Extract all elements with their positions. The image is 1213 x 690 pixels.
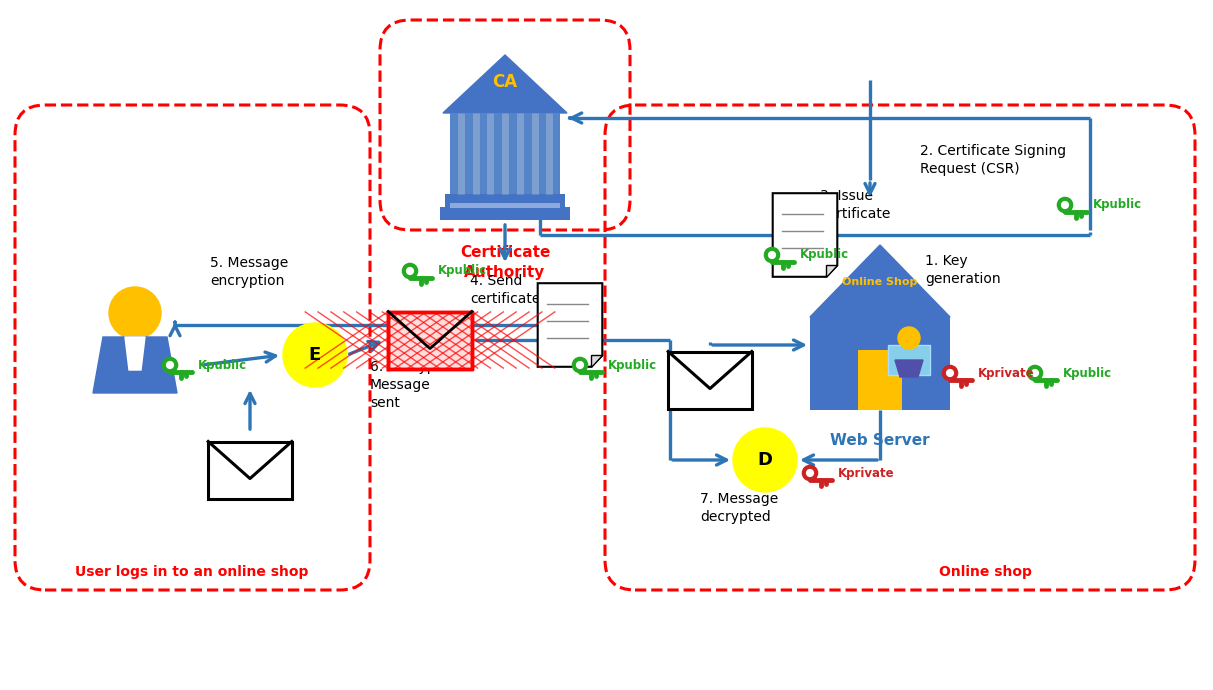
FancyBboxPatch shape <box>388 311 472 368</box>
Text: Online shop: Online shop <box>939 565 1031 579</box>
Text: 4. Send
certificate: 4. Send certificate <box>469 274 540 306</box>
Text: Certificate
Authority: Certificate Authority <box>460 245 551 280</box>
Text: Kpublic: Kpublic <box>1063 366 1112 380</box>
Circle shape <box>733 428 797 492</box>
Text: Kpublic: Kpublic <box>801 248 849 262</box>
Circle shape <box>946 370 953 377</box>
Text: Kpublic: Kpublic <box>608 359 657 371</box>
Text: Kprivate: Kprivate <box>978 366 1035 380</box>
Text: D: D <box>757 451 773 469</box>
Polygon shape <box>125 337 146 370</box>
Text: 7. Message
decrypted: 7. Message decrypted <box>700 492 779 524</box>
Polygon shape <box>810 245 950 317</box>
Text: 5. Message
encryption: 5. Message encryption <box>210 256 289 288</box>
Circle shape <box>1058 197 1072 213</box>
Circle shape <box>803 465 818 481</box>
Circle shape <box>163 357 177 373</box>
Circle shape <box>769 252 775 258</box>
FancyBboxPatch shape <box>888 345 930 375</box>
FancyBboxPatch shape <box>810 316 950 410</box>
Circle shape <box>403 264 417 279</box>
Circle shape <box>1031 370 1038 377</box>
FancyBboxPatch shape <box>450 203 560 208</box>
Circle shape <box>109 287 161 339</box>
Text: E: E <box>309 346 321 364</box>
Text: Web Server: Web Server <box>830 433 930 448</box>
Text: Kpublic: Kpublic <box>198 359 247 371</box>
Text: Kpublic: Kpublic <box>438 264 488 277</box>
Text: CA: CA <box>492 73 518 91</box>
Text: Kprivate: Kprivate <box>838 466 895 480</box>
Circle shape <box>898 327 919 349</box>
Circle shape <box>573 357 587 373</box>
Polygon shape <box>591 355 603 367</box>
Polygon shape <box>773 193 837 277</box>
Circle shape <box>764 248 780 263</box>
Circle shape <box>283 323 347 387</box>
FancyBboxPatch shape <box>668 351 752 408</box>
FancyBboxPatch shape <box>858 350 902 410</box>
Circle shape <box>1061 201 1069 208</box>
FancyBboxPatch shape <box>445 193 565 208</box>
Text: 2. Certificate Signing
Request (CSR): 2. Certificate Signing Request (CSR) <box>919 144 1066 176</box>
Text: 6. Encrypted
Message
sent: 6. Encrypted Message sent <box>370 359 459 411</box>
Circle shape <box>943 366 957 381</box>
Circle shape <box>807 470 814 476</box>
Polygon shape <box>537 283 603 367</box>
FancyBboxPatch shape <box>450 113 560 195</box>
Text: Online Shop: Online Shop <box>842 277 918 287</box>
Text: Kpublic: Kpublic <box>1093 199 1143 212</box>
Polygon shape <box>826 266 837 277</box>
Text: 1. Key
generation: 1. Key generation <box>926 254 1001 286</box>
Polygon shape <box>895 360 923 377</box>
Text: 3. Issue
certificate: 3. Issue certificate <box>820 189 890 221</box>
Text: User logs in to an online shop: User logs in to an online shop <box>75 565 308 579</box>
FancyBboxPatch shape <box>209 442 292 498</box>
Circle shape <box>576 362 583 368</box>
FancyBboxPatch shape <box>440 206 570 220</box>
Circle shape <box>406 268 414 275</box>
Polygon shape <box>443 55 566 113</box>
Polygon shape <box>93 337 177 393</box>
Circle shape <box>1027 366 1043 381</box>
Circle shape <box>166 362 173 368</box>
